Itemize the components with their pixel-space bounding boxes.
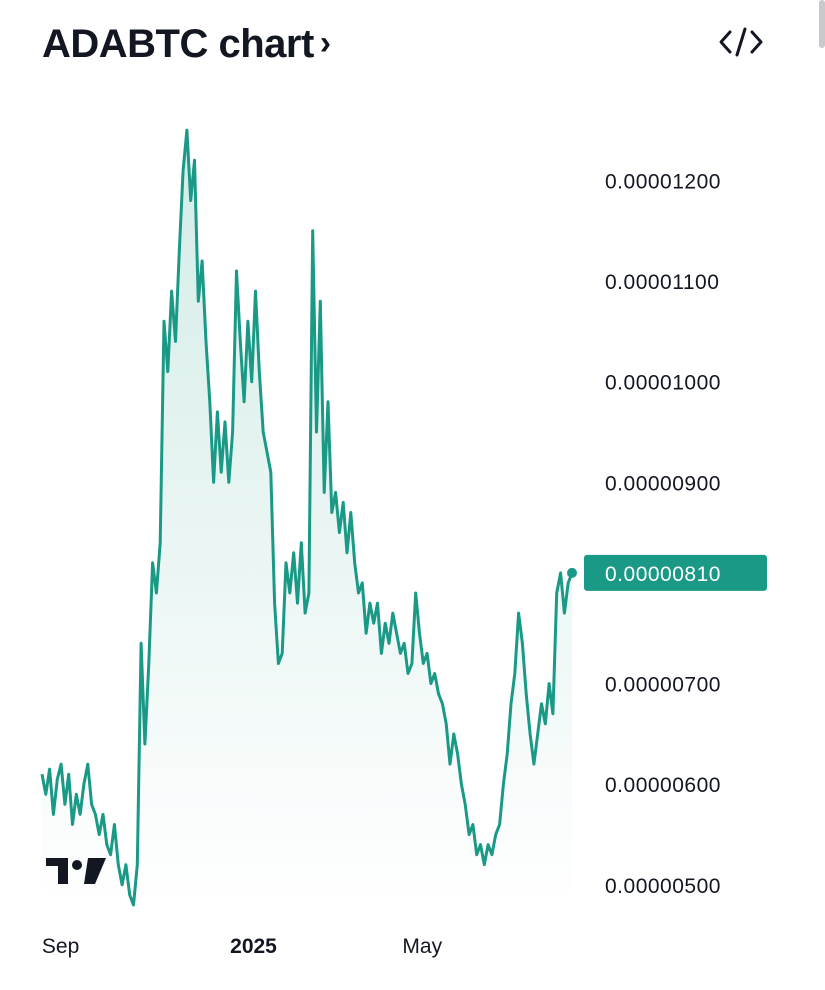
tradingview-logo-icon	[46, 858, 106, 884]
last-price-badge-bg	[584, 554, 767, 591]
chart-header[interactable]: ADABTC chart ›	[42, 16, 331, 72]
x-tick-label: May	[402, 935, 442, 958]
x-tick-label: Sep	[42, 935, 79, 958]
scrollbar[interactable]	[819, 0, 825, 48]
plot-area	[40, 128, 577, 907]
y-tick-label: 0.00000900	[605, 472, 721, 495]
y-tick-label: 0.00001100	[605, 271, 719, 294]
y-axis: 0.00001200 0.00001100 0.00001000 0.00000900…	[605, 170, 721, 898]
y-tick-label: 0.00001000	[605, 372, 721, 395]
price-line	[40, 128, 574, 907]
chevron-right-icon[interactable]: ›	[319, 23, 332, 62]
y-tick-label: 0.00001200	[605, 170, 721, 193]
chart-title[interactable]: ADABTC chart	[42, 21, 314, 66]
price-area-fill	[42, 130, 572, 906]
x-tick-label: 2025	[230, 935, 277, 958]
x-axis: Sep 2025 May	[42, 935, 443, 958]
y-tick-label: 0.00000700	[605, 674, 721, 697]
last-price-label: 0.00000810	[605, 563, 721, 586]
y-tick-label: 0.00000600	[605, 774, 721, 797]
y-tick-label: 0.00000500	[605, 875, 721, 898]
last-price-point	[567, 567, 577, 578]
code-embed-icon[interactable]	[716, 22, 766, 62]
last-price-badge: 0.00000810	[584, 554, 767, 591]
